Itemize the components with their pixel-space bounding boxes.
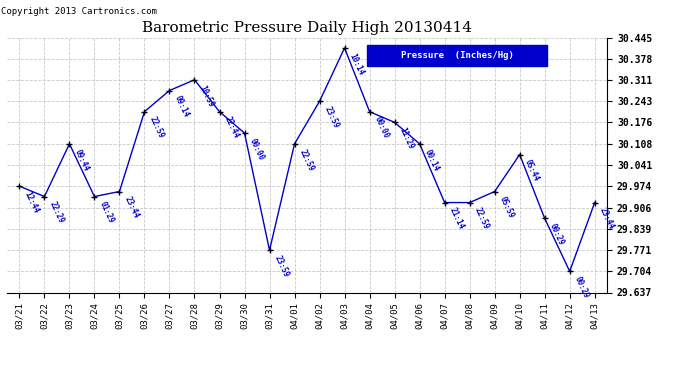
Text: 11:29: 11:29: [397, 126, 415, 151]
Text: 22:59: 22:59: [297, 148, 315, 172]
Text: 05:44: 05:44: [522, 158, 540, 183]
Text: Copyright 2013 Cartronics.com: Copyright 2013 Cartronics.com: [1, 7, 157, 16]
Text: 10:14: 10:14: [348, 52, 366, 76]
Text: 00:29: 00:29: [573, 275, 591, 300]
Text: 00:00: 00:00: [373, 116, 391, 140]
Text: 22:44: 22:44: [222, 116, 240, 140]
Text: 10:59: 10:59: [197, 84, 215, 108]
Text: 22:59: 22:59: [148, 116, 166, 140]
Text: 21:14: 21:14: [448, 206, 466, 231]
Text: 09:14: 09:14: [172, 94, 190, 119]
Title: Barometric Pressure Daily High 20130414: Barometric Pressure Daily High 20130414: [142, 21, 472, 35]
Text: 05:59: 05:59: [497, 195, 515, 220]
Text: 22:59: 22:59: [473, 206, 491, 231]
Text: 00:14: 00:14: [422, 148, 440, 172]
Text: 00:29: 00:29: [548, 222, 566, 247]
Text: Pressure  (Inches/Hg): Pressure (Inches/Hg): [401, 51, 513, 60]
Text: 23:59: 23:59: [322, 105, 340, 130]
Text: 23:44: 23:44: [122, 195, 140, 220]
Text: 00:00: 00:00: [248, 137, 266, 162]
FancyBboxPatch shape: [367, 45, 547, 66]
Text: 23:59: 23:59: [273, 254, 290, 279]
Text: 22:29: 22:29: [48, 200, 66, 225]
Text: 23:44: 23:44: [598, 206, 615, 231]
Text: 09:44: 09:44: [72, 148, 90, 172]
Text: 01:29: 01:29: [97, 200, 115, 225]
Text: 12:44: 12:44: [22, 190, 40, 215]
